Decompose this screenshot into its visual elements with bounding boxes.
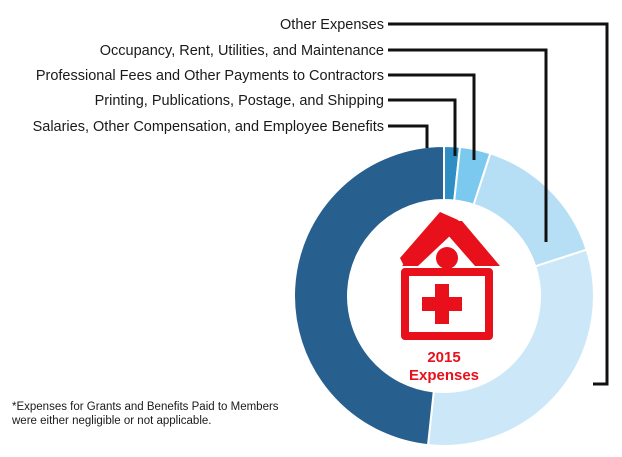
label-salaries-other-compensation-and-employee-benefits: Salaries, Other Compensation, and Employ… (33, 119, 384, 135)
label-printing-publications-postage-and-shipping: Printing, Publications, Postage, and Shi… (95, 93, 384, 109)
leader-line-professional-fees-and-other-payments-to-contractors (388, 73, 476, 160)
leader-lines-group (388, 22, 609, 386)
center-title-line-1: 2015 (427, 349, 460, 366)
slice-occupancy-rent-utilities-and-maintenance (472, 152, 588, 268)
label-occupancy-rent-utilities-and-maintenance: Occupancy, Rent, Utilities, and Maintena… (100, 43, 384, 59)
center-title-line-2: Expenses (409, 367, 479, 384)
hospital-building-icon (400, 212, 500, 340)
leader-line-printing-publications-postage-and-shipping (388, 98, 457, 156)
label-professional-fees-and-other-payments-to-contractors: Professional Fees and Other Payments to … (36, 68, 384, 84)
footnote: *Expenses for Grants and Benefits Paid t… (12, 401, 279, 427)
label-other-expenses: Other Expenses (280, 17, 384, 33)
slice-other-expenses (426, 248, 595, 447)
category-labels-group: Other Expenses Occupancy, Rent, Utilities… (33, 17, 384, 135)
leader-line-salaries-other-compensation-and-employee-benefits (388, 124, 429, 148)
slice-salaries-other-compensation-and-employee-benefits (293, 144, 445, 447)
leader-line-occupancy-rent-utilities-and-maintenance (388, 48, 548, 242)
leader-line-other-expenses (388, 22, 609, 386)
slices-group (293, 144, 595, 447)
